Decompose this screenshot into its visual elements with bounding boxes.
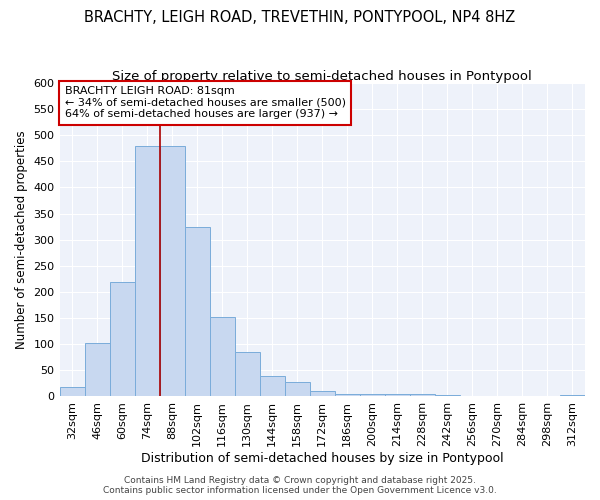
Bar bbox=[360, 394, 385, 396]
Bar bbox=[235, 352, 260, 397]
Text: BRACHTY LEIGH ROAD: 81sqm
← 34% of semi-detached houses are smaller (500)
64% of: BRACHTY LEIGH ROAD: 81sqm ← 34% of semi-… bbox=[65, 86, 346, 120]
Text: BRACHTY, LEIGH ROAD, TREVETHIN, PONTYPOOL, NP4 8HZ: BRACHTY, LEIGH ROAD, TREVETHIN, PONTYPOO… bbox=[85, 10, 515, 25]
Bar bbox=[160, 146, 185, 396]
Bar bbox=[310, 391, 335, 396]
Bar bbox=[335, 394, 360, 396]
Y-axis label: Number of semi-detached properties: Number of semi-detached properties bbox=[15, 130, 28, 349]
Text: Contains HM Land Registry data © Crown copyright and database right 2025.
Contai: Contains HM Land Registry data © Crown c… bbox=[103, 476, 497, 495]
Bar bbox=[285, 382, 310, 396]
X-axis label: Distribution of semi-detached houses by size in Pontypool: Distribution of semi-detached houses by … bbox=[141, 452, 503, 465]
Title: Size of property relative to semi-detached houses in Pontypool: Size of property relative to semi-detach… bbox=[112, 70, 532, 83]
Bar bbox=[560, 395, 585, 396]
Bar bbox=[260, 376, 285, 396]
Bar bbox=[59, 387, 85, 396]
Bar bbox=[185, 226, 209, 396]
Bar bbox=[134, 146, 160, 396]
Bar bbox=[410, 394, 435, 396]
Bar bbox=[110, 282, 134, 397]
Bar bbox=[85, 342, 110, 396]
Bar bbox=[209, 317, 235, 396]
Bar bbox=[385, 394, 410, 396]
